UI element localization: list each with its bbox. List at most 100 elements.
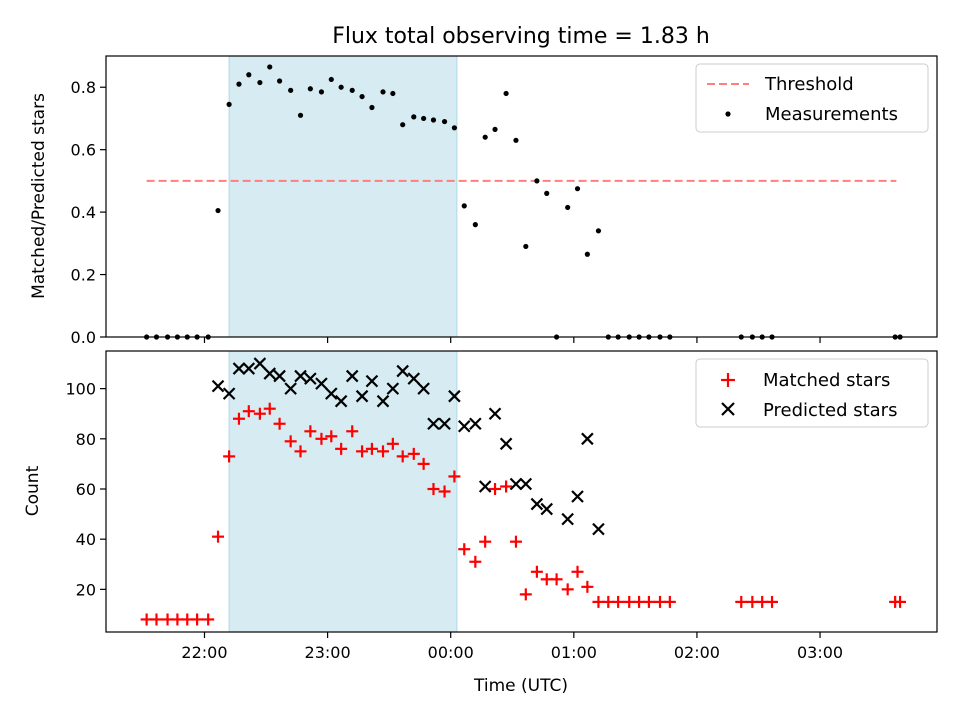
matched-star-point <box>294 445 307 458</box>
predicted-star-point <box>407 372 421 385</box>
measurement-point <box>565 204 571 211</box>
matched-star-point <box>766 595 779 608</box>
predicted-stars-points <box>211 357 605 536</box>
matched-star-point <box>530 565 543 578</box>
matched-star-point <box>377 445 389 458</box>
measurement-point <box>328 76 334 83</box>
matched-star-point <box>263 402 276 415</box>
predicted-star-point <box>581 432 594 446</box>
measurements-legend-label: Measurements <box>765 104 898 125</box>
predicted-star-point <box>509 477 523 491</box>
measurement-point <box>380 89 386 95</box>
measurement-point <box>246 72 252 78</box>
matched-star-point <box>304 425 317 438</box>
y-tick-label: 80 <box>76 430 96 449</box>
predicted-star-point <box>345 369 359 383</box>
predicted-star-point <box>499 437 513 451</box>
predicted-star-point <box>222 387 236 400</box>
measurements-legend-swatch <box>725 111 731 117</box>
matched-star-point <box>642 595 655 608</box>
measurement-point <box>451 125 458 131</box>
predicted-star-point <box>232 362 246 375</box>
matched-star-point <box>479 535 492 548</box>
predicted-star-point <box>540 502 554 516</box>
x-tick-label: 02:00 <box>674 643 720 662</box>
bottom-legend-box <box>695 358 929 428</box>
predicted-star-point <box>417 382 430 395</box>
matched-star-point <box>438 485 451 498</box>
measurement-point <box>411 114 417 120</box>
matched-star-point <box>571 565 584 578</box>
predicted-star-point <box>386 382 400 395</box>
y-tick-label: 100 <box>65 380 96 399</box>
predicted-star-point <box>561 512 574 526</box>
bottom-legend: Matched stars Predicted stars <box>695 358 929 428</box>
threshold-legend-label: Threshold <box>764 74 854 95</box>
predicted-star-point <box>478 480 492 493</box>
x-tick-label: 00:00 <box>428 643 474 662</box>
matched-star-point <box>663 595 676 608</box>
matched-star-point <box>212 530 225 543</box>
predicted-star-point <box>519 477 533 491</box>
measurement-point <box>257 79 263 86</box>
x-axis-label: Time (UTC) <box>473 676 568 696</box>
matched-star-point <box>458 543 471 556</box>
matched-star-point <box>489 482 502 495</box>
predicted-star-point <box>355 389 369 403</box>
predicted-star-point <box>376 394 390 408</box>
matched-legend-swatch <box>721 373 735 387</box>
bottom-observing-window <box>228 350 458 633</box>
matched-star-point <box>232 412 245 425</box>
measurement-point <box>421 115 427 122</box>
measurement-point <box>534 178 540 184</box>
predicted-star-point <box>448 389 461 403</box>
x-tick-label: 01:00 <box>551 643 597 662</box>
matched-star-point <box>284 435 297 448</box>
measurement-point <box>390 90 396 97</box>
y-tick-label: 0.8 <box>71 78 96 97</box>
top-legend-box <box>695 63 929 133</box>
x-tick-label: 03:00 <box>797 643 843 662</box>
matched-star-point <box>407 447 420 460</box>
matched-star-point <box>417 457 430 470</box>
measurement-point <box>544 190 550 196</box>
matched-star-point <box>561 583 574 596</box>
predicted-star-point <box>530 497 544 511</box>
matched-star-point <box>386 437 399 450</box>
measurement-point <box>338 84 344 90</box>
measurement-point <box>492 126 498 132</box>
measurement-point <box>276 78 283 84</box>
matched-star-point <box>735 595 748 608</box>
x-tick-label: 23:00 <box>305 643 351 662</box>
matched-star-point <box>427 482 440 495</box>
measurement-point <box>226 101 232 107</box>
measurement-point <box>472 222 478 228</box>
matched-star-point <box>581 580 594 593</box>
matched-star-point <box>550 573 563 586</box>
measurement-point <box>215 207 221 214</box>
predicted-star-point <box>334 394 348 408</box>
top-y-ticks: 0.0 0.2 0.4 0.6 0.8 <box>71 78 106 347</box>
predicted-star-point <box>427 417 440 431</box>
matched-star-point <box>612 595 625 608</box>
matched-star-point <box>500 480 513 493</box>
predicted-star-point <box>294 369 307 383</box>
predicted-legend-swatch <box>721 402 735 416</box>
matched-stars-points <box>140 402 907 626</box>
predicted-star-point <box>253 357 267 370</box>
y-tick-label: 20 <box>76 580 96 599</box>
measurement-point <box>318 89 325 95</box>
matched-star-point <box>448 470 461 483</box>
top-x-ticks <box>203 337 821 343</box>
top-y-label: Matched/Predicted stars <box>29 93 49 299</box>
top-axes-frame <box>105 55 938 338</box>
bottom-panel: 20 40 60 80 100 22:00 23:00 00:00 01:00 02:00 03:… <box>23 350 938 696</box>
bottom-y-label: Count <box>23 465 43 516</box>
top-observing-window <box>228 55 458 338</box>
y-tick-label: 0.2 <box>71 266 96 285</box>
matched-star-point <box>519 588 532 601</box>
matched-star-point <box>396 450 409 463</box>
measurement-point <box>400 122 406 128</box>
predicted-star-point <box>488 407 502 421</box>
